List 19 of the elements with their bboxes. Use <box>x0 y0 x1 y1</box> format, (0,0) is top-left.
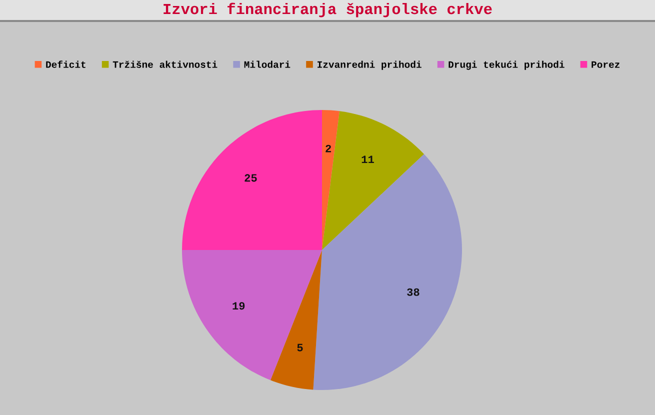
pie-slice <box>182 250 322 380</box>
pie-slice <box>182 110 322 250</box>
legend-label: Izvanredni prihodi <box>318 60 422 70</box>
pie-slice <box>313 154 462 390</box>
data-label: 19 <box>232 302 245 310</box>
pie-slice <box>322 110 340 250</box>
data-label: 38 <box>407 288 420 296</box>
data-label: 11 <box>362 156 374 164</box>
legend-label: Drugi tekući prihodi <box>448 60 564 70</box>
data-label: 2 <box>326 144 332 152</box>
legend-label: Tržišne aktivnosti <box>112 60 218 68</box>
data-label: 5 <box>297 344 303 352</box>
pie-slice <box>270 250 322 390</box>
chart-title: Izvori financiranja španjolske crkve <box>164 2 492 18</box>
legend-label: Milodari <box>244 60 290 68</box>
pie-slice <box>322 111 424 250</box>
data-label: 25 <box>244 174 257 182</box>
legend-label: Porez <box>592 61 620 68</box>
legend-label: Deficit <box>46 60 86 68</box>
